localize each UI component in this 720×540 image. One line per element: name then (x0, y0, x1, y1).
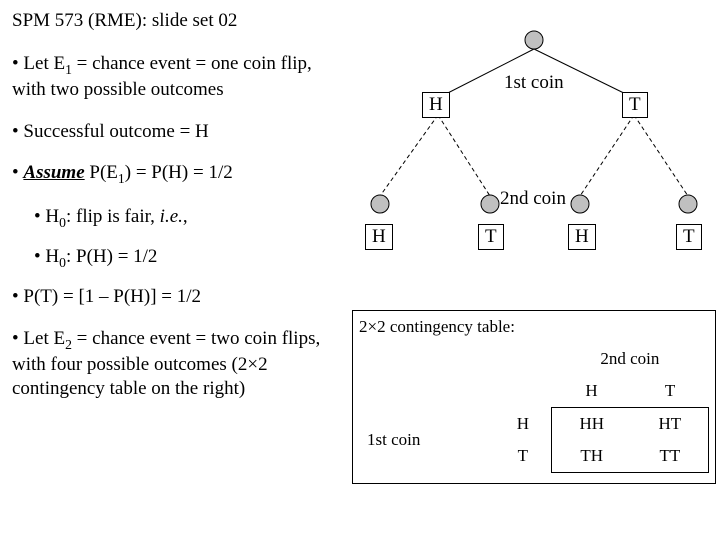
txt: ) = P(H) = 1/2 (125, 162, 233, 183)
txt: P(E (85, 162, 118, 183)
txt: , (183, 206, 188, 227)
tree-box-h2a: H (365, 224, 393, 250)
sub: 2 (65, 337, 72, 352)
col-h: H (551, 375, 631, 408)
bullet-pt: • P(T) = [1 – P(H)] = 1/2 (12, 285, 332, 309)
txt: • Let E (12, 328, 65, 349)
row-t: T (495, 440, 551, 473)
cell-th: TH (551, 440, 631, 473)
ie: i.e. (160, 206, 183, 227)
tree-box-t2b: T (676, 224, 702, 250)
sub: 0 (59, 215, 66, 230)
bullet-h0-ph: • H0: P(H) = 1/2 (34, 245, 332, 271)
tree-diagram (350, 28, 710, 288)
bullet-success: • Successful outcome = H (12, 120, 332, 144)
tree-box-h2b: H (568, 224, 596, 250)
txt: : flip is fair, (66, 206, 160, 227)
bullet-h0-fair: • H0: flip is fair, i.e., (34, 205, 332, 231)
table-grid: 2nd coin H T 1st coin H HH HT T TH TT (359, 343, 709, 473)
assume-word: Assume (23, 162, 84, 183)
col-super-header: 2nd coin (551, 343, 708, 375)
tree-box-t2a: T (478, 224, 504, 250)
txt: • H (34, 246, 59, 267)
table-caption: 2×2 contingency table: (359, 317, 709, 337)
bullet-e2: • Let E2 = chance event = two coin flips… (12, 327, 332, 400)
bullet-assume: • Assume P(E1) = P(H) = 1/2 (12, 161, 332, 187)
txt: : P(H) = 1/2 (66, 246, 157, 267)
row-h: H (495, 408, 551, 441)
txt: • (12, 162, 23, 183)
label-1st-coin: 1st coin (504, 72, 564, 94)
tree-box-t1: T (622, 92, 648, 118)
col-t: T (632, 375, 709, 408)
tree-box-h1: H (422, 92, 450, 118)
row-super-header: 1st coin (359, 408, 495, 473)
contingency-table: 2×2 contingency table: 2nd coin H T 1st … (352, 310, 716, 484)
cell-ht: HT (632, 408, 709, 441)
sub: 1 (65, 62, 72, 77)
txt: • H (34, 206, 59, 227)
sub: 1 (118, 171, 125, 186)
txt: • Let E (12, 53, 65, 74)
cell-tt: TT (632, 440, 709, 473)
label-2nd-coin: 2nd coin (500, 188, 566, 210)
slide-header: SPM 573 (RME): slide set 02 (12, 10, 237, 32)
sub: 0 (59, 255, 66, 270)
bullet-e1: • Let E1 = chance event = one coin flip,… (12, 52, 332, 102)
cell-hh: HH (551, 408, 631, 441)
bullet-list: • Let E1 = chance event = one coin flip,… (12, 52, 332, 400)
